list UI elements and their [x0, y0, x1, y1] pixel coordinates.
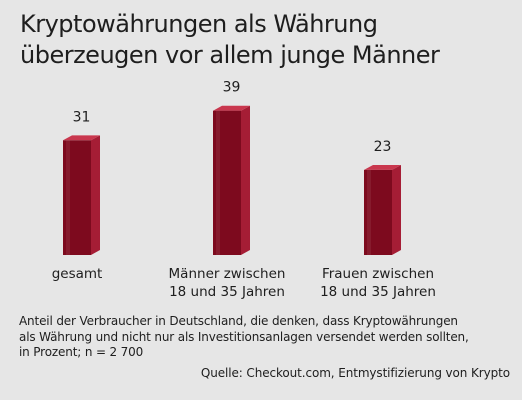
- bar-side-face: [241, 105, 250, 255]
- bar-side-face: [91, 135, 100, 255]
- chart-title-line-2: überzeugen vor allem junge Männer: [20, 41, 440, 69]
- footnote-line-3: in Prozent; n = 2 700: [19, 345, 144, 359]
- chart-footnote: Anteil der Verbraucher in Deutschland, d…: [19, 314, 519, 361]
- bar-highlight: [216, 110, 220, 255]
- chart-title: Kryptowährungen als Währung überzeugen v…: [20, 9, 515, 71]
- bar-top-face: [63, 135, 100, 141]
- bar-highlight: [66, 140, 70, 255]
- chart-source: Quelle: Checkout.com, Entmystifizierung …: [200, 366, 510, 380]
- bar-top-face: [213, 105, 250, 111]
- value-label: 39: [223, 80, 241, 96]
- category-label: Männer zwischen: [169, 266, 286, 282]
- bar-2: [213, 105, 250, 255]
- bar-front-face: [63, 140, 91, 255]
- category-label: 18 und 35 Jahren: [169, 284, 285, 300]
- bar-3: [364, 164, 401, 255]
- footnote-line-1: Anteil der Verbraucher in Deutschland, d…: [19, 314, 458, 328]
- footnote-line-2: als Währung und nicht nur als Investitio…: [19, 329, 469, 344]
- bar-top-face: [364, 164, 401, 170]
- bar-1: [63, 135, 100, 255]
- category-label: 18 und 35 Jahren: [320, 284, 436, 300]
- bar-side-face: [392, 164, 401, 255]
- bar-front-face: [364, 169, 392, 255]
- bar-chart: 31 gesamt 39 Männer zwischen 18 und 35 Jahre…: [52, 80, 436, 300]
- category-label: gesamt: [52, 266, 103, 282]
- chart-title-line-1: Kryptowährungen als Währung: [20, 10, 378, 38]
- value-label: 31: [73, 109, 91, 125]
- category-label: Frauen zwischen: [322, 266, 434, 282]
- bar-highlight: [367, 169, 371, 255]
- bar-front-face: [213, 110, 241, 255]
- value-label: 23: [374, 139, 392, 155]
